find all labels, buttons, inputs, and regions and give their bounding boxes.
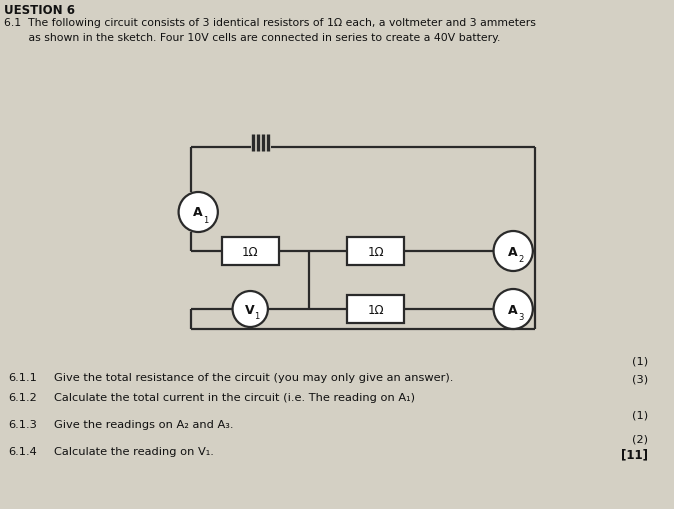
Text: Give the readings on A₂ and A₃.: Give the readings on A₂ and A₃. [54, 419, 233, 429]
Text: 1Ω: 1Ω [242, 245, 259, 258]
Text: Calculate the total current in the circuit (i.e. The reading on A₁): Calculate the total current in the circu… [54, 392, 415, 402]
Text: [11]: [11] [621, 447, 648, 460]
Text: (1): (1) [632, 356, 648, 366]
Text: (1): (1) [632, 409, 648, 419]
Bar [347, 295, 404, 323]
Text: 6.1.3: 6.1.3 [8, 419, 36, 429]
Text: UESTION 6: UESTION 6 [4, 4, 75, 17]
Text: A: A [508, 303, 518, 316]
Bar [222, 238, 278, 266]
Circle shape [233, 292, 268, 327]
Text: 1Ω: 1Ω [367, 245, 384, 258]
Text: Calculate the reading on V₁.: Calculate the reading on V₁. [54, 446, 214, 456]
Text: as shown in the sketch. Four 10V cells are connected in series to create a 40V b: as shown in the sketch. Four 10V cells a… [4, 33, 500, 43]
Text: (2): (2) [632, 434, 648, 444]
Text: 1: 1 [254, 312, 259, 321]
Text: 6.1.1: 6.1.1 [8, 372, 36, 382]
Text: 6.1.4: 6.1.4 [8, 446, 36, 456]
Bar [347, 238, 404, 266]
Circle shape [493, 290, 533, 329]
Text: 1: 1 [203, 216, 208, 224]
Text: A: A [508, 245, 518, 258]
Text: 1Ω: 1Ω [367, 303, 384, 316]
Text: 3: 3 [518, 313, 523, 322]
Text: V: V [245, 303, 255, 316]
Text: Give the total resistance of the circuit (you may only give an answer).: Give the total resistance of the circuit… [54, 372, 454, 382]
Text: A: A [193, 206, 203, 219]
Circle shape [493, 232, 533, 271]
Text: 6.1  The following circuit consists of 3 identical resistors of 1Ω each, a voltm: 6.1 The following circuit consists of 3 … [4, 18, 536, 28]
Text: (3): (3) [632, 374, 648, 384]
Circle shape [179, 192, 218, 233]
Text: 6.1.2: 6.1.2 [8, 392, 36, 402]
Text: 2: 2 [518, 254, 523, 264]
